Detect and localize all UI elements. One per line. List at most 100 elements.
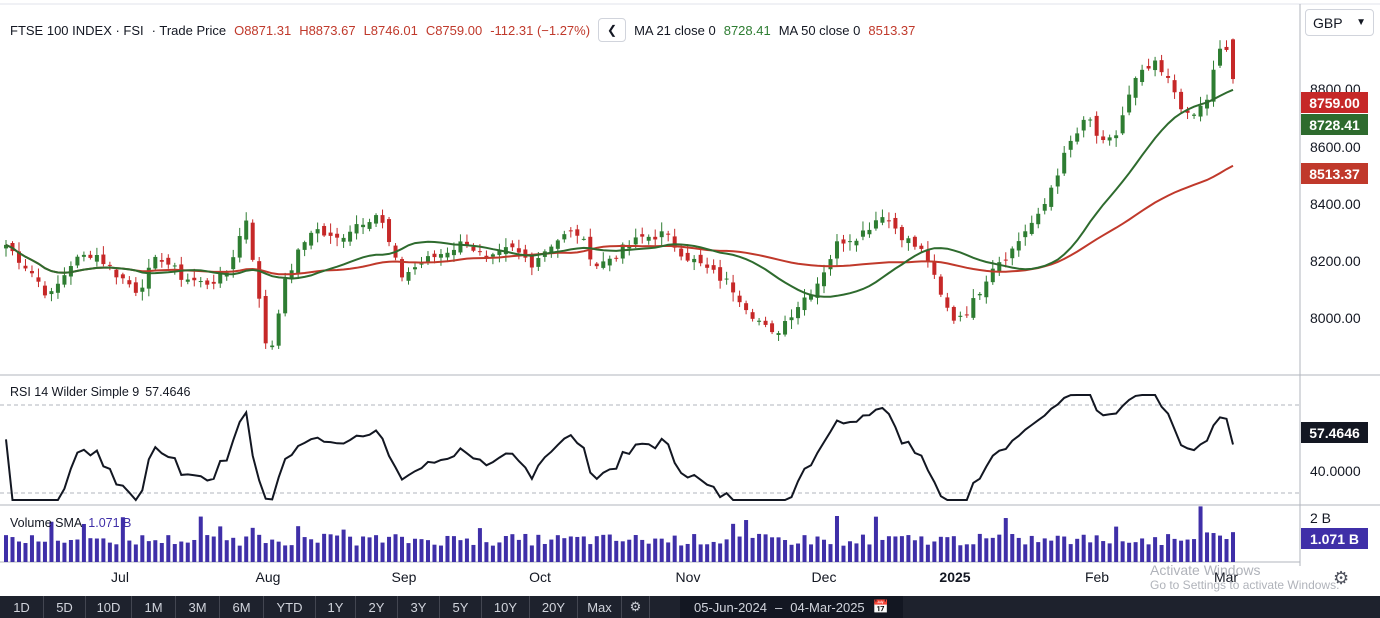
volume-bar	[380, 542, 385, 562]
range-button-20y[interactable]: 20Y	[530, 596, 578, 618]
candle-body	[1159, 60, 1164, 73]
volume-bar	[529, 545, 534, 562]
range-button-ytd[interactable]: YTD	[264, 596, 316, 618]
volume-bar	[633, 535, 638, 562]
candle	[692, 255, 697, 271]
volume-bar	[270, 539, 275, 562]
candle	[1094, 111, 1099, 144]
range-button-2y[interactable]: 2Y	[356, 596, 398, 618]
range-toolbar: 1D 5D 10D 1M 3M 6M YTD 1Y 2Y 3Y 5Y 10Y 2…	[0, 596, 1380, 618]
volume-bar	[153, 540, 158, 562]
candle	[348, 225, 353, 246]
volume-bar	[1062, 536, 1067, 562]
candle-body	[172, 265, 177, 267]
candle	[971, 289, 976, 320]
gear-icon[interactable]: ⚙	[622, 596, 650, 618]
price-axis-label: 8400.00	[1310, 196, 1361, 212]
candle-body	[997, 262, 1002, 272]
candle	[198, 277, 203, 288]
x-axis-label: 2025	[939, 569, 971, 585]
range-button-3m[interactable]: 3M	[176, 596, 220, 618]
candle	[607, 255, 612, 272]
date-range-picker[interactable]: 05-Jun-2024 – 04-Mar-2025 📅	[680, 596, 903, 618]
volume-bar	[10, 537, 15, 562]
candle-body	[464, 241, 469, 246]
candle	[146, 258, 151, 297]
chart-canvas[interactable]	[0, 0, 1380, 596]
price-axis-label: 8200.00	[1310, 253, 1361, 269]
volume-bar	[503, 536, 508, 562]
candle	[633, 228, 638, 249]
candle-body	[367, 222, 372, 229]
candle-body	[958, 315, 963, 317]
candle-body	[1153, 60, 1158, 71]
volume-bar	[958, 545, 963, 562]
range-button-max[interactable]: Max	[578, 596, 622, 618]
volume-bar	[101, 538, 106, 562]
range-button-5d[interactable]: 5D	[44, 596, 86, 618]
volume-bar	[510, 534, 515, 562]
volume-bar	[951, 536, 956, 562]
ma21-line	[5, 88, 1234, 298]
candle-body	[809, 294, 814, 300]
range-button-5y[interactable]: 5Y	[440, 596, 482, 618]
volume-bar	[776, 537, 781, 562]
volume-bar	[1016, 537, 1021, 562]
candle	[789, 309, 794, 329]
volume-bar	[750, 537, 755, 562]
candle	[1159, 54, 1164, 76]
candle-body	[620, 244, 625, 259]
volume-bar	[724, 539, 729, 562]
date-to: 04-Mar-2025	[790, 599, 865, 615]
candle-body	[276, 313, 281, 346]
volume-bar	[62, 542, 67, 562]
candle	[549, 244, 554, 258]
volume-bar	[1088, 542, 1093, 562]
volume-axis-label: 2 B	[1310, 510, 1332, 526]
range-button-10y[interactable]: 10Y	[482, 596, 530, 618]
candle-body	[1049, 187, 1054, 207]
candle-body	[1172, 80, 1177, 93]
candle	[1016, 232, 1021, 257]
candle	[770, 320, 775, 335]
candle	[1140, 64, 1145, 86]
candle-body	[815, 283, 820, 298]
currency-select[interactable]: GBP ▼	[1305, 9, 1374, 36]
candle-body	[62, 275, 67, 285]
range-button-10d[interactable]: 10D	[86, 596, 132, 618]
candle-body	[536, 258, 541, 267]
calendar-icon[interactable]: 📅	[872, 599, 889, 614]
candle-body	[179, 264, 184, 280]
range-button-1y[interactable]: 1Y	[316, 596, 356, 618]
volume-bar	[847, 541, 852, 562]
range-button-6m[interactable]: 6M	[220, 596, 264, 618]
candle	[412, 262, 418, 275]
volume-bar	[945, 537, 950, 562]
candle	[945, 292, 950, 312]
candle	[484, 250, 489, 262]
volume-bar	[23, 543, 28, 562]
candle-body	[412, 267, 418, 270]
range-button-3y[interactable]: 3Y	[398, 596, 440, 618]
candle-body	[361, 224, 366, 228]
candle	[438, 249, 443, 266]
candle-body	[237, 236, 242, 258]
range-button-1m[interactable]: 1M	[132, 596, 176, 618]
collapse-legend-button[interactable]: ❮	[598, 18, 627, 42]
candle-body	[562, 234, 567, 240]
candle-body	[1224, 46, 1229, 50]
candle-body	[1042, 203, 1047, 211]
gear-icon[interactable]: ⚙	[1333, 568, 1350, 588]
range-button-1d[interactable]: 1D	[0, 596, 44, 618]
candle	[899, 224, 904, 248]
candle-body	[763, 320, 768, 325]
candle-body	[250, 222, 255, 260]
candle-body	[1010, 248, 1015, 259]
candle	[653, 229, 658, 246]
candle	[555, 238, 560, 258]
volume-bar	[1049, 540, 1054, 562]
candle-body	[1029, 222, 1034, 234]
volume-bar	[1198, 506, 1203, 562]
volume-bar	[406, 543, 411, 562]
rsi-tag: 57.4646	[1301, 422, 1368, 443]
